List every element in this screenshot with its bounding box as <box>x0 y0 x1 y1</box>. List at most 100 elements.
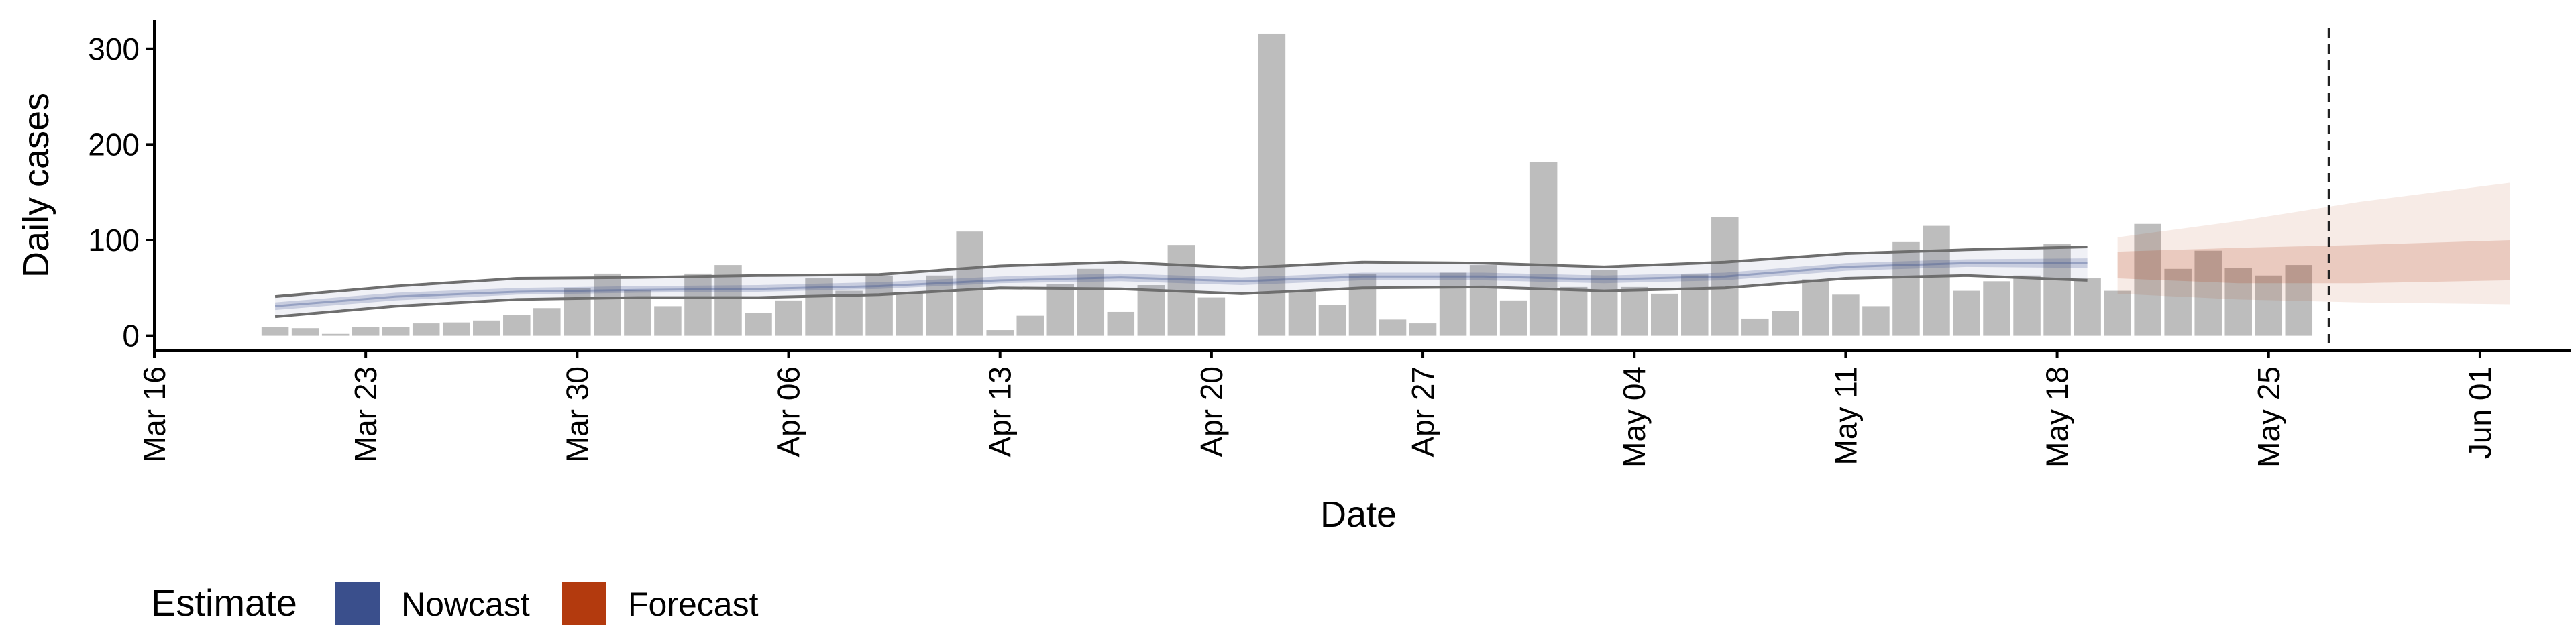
case-bar <box>1953 290 1980 336</box>
x-tick-label: Apr 20 <box>1194 366 1229 458</box>
legend-title: Estimate <box>151 582 297 624</box>
nowcast-inner-band <box>275 258 2088 311</box>
legend-label-nowcast: Nowcast <box>401 586 530 623</box>
x-tick-label: Mar 23 <box>348 366 383 462</box>
legend-label-forecast: Forecast <box>628 586 759 623</box>
case-bar <box>1772 311 1799 336</box>
legend-swatch-nowcast <box>335 582 380 625</box>
case-bar <box>1620 286 1648 336</box>
y-tick-label: 200 <box>88 127 140 162</box>
x-tick-label: Apr 27 <box>1405 366 1440 458</box>
x-tick-label: Mar 16 <box>137 366 172 462</box>
x-tick-label: May 25 <box>2251 366 2286 468</box>
case-bar <box>1681 274 1709 336</box>
case-bar <box>1560 286 1588 336</box>
x-axis-title: Date <box>1320 494 1397 535</box>
case-bar <box>1741 318 1769 336</box>
case-bar <box>775 300 802 336</box>
case-bar <box>1348 273 1377 336</box>
y-tick-label: 300 <box>88 32 140 66</box>
case-bar <box>2255 275 2283 336</box>
case-bar <box>1802 279 1829 336</box>
case-bar <box>1318 305 1346 336</box>
case-bar <box>1258 33 1286 336</box>
case-bar <box>1197 297 1226 336</box>
case-bar <box>533 308 561 336</box>
case-bar <box>684 273 712 336</box>
case-bar <box>594 273 621 336</box>
case-bar <box>1288 292 1316 336</box>
case-bar <box>805 278 833 336</box>
case-bar <box>2164 268 2192 336</box>
case-bar <box>1379 319 1407 336</box>
case-bar <box>1832 294 1860 336</box>
case-bar <box>352 327 380 336</box>
case-bar <box>1983 281 2010 336</box>
case-bar <box>1499 300 1527 336</box>
x-ticks: Mar 16 Mar 23 Mar 30 Apr 06 Apr 13 Apr 20 Apr … <box>137 350 2498 468</box>
case-bar <box>1077 268 1105 336</box>
case-bar <box>261 327 289 336</box>
case-bar <box>2013 275 2041 336</box>
case-bar <box>1923 225 1950 336</box>
nowcast-upper-bound-line <box>274 246 2088 299</box>
case-bar <box>321 333 350 336</box>
y-axis-title: Daily cases <box>16 93 56 278</box>
case-bar <box>926 275 953 336</box>
case-bar <box>2104 290 2131 336</box>
case-bar <box>2043 244 2071 336</box>
case-bar <box>986 330 1014 336</box>
case-bar <box>473 320 500 336</box>
case-bar <box>896 292 923 336</box>
plot-area <box>261 33 2510 336</box>
case-bar <box>412 323 440 336</box>
y-ticks: 0 100 200 300 <box>88 32 154 354</box>
x-tick-label: May 04 <box>1617 366 1652 468</box>
case-bar <box>956 231 983 336</box>
case-bar <box>1439 272 1467 336</box>
case-bar <box>654 306 682 336</box>
legend-swatch-forecast <box>562 582 606 625</box>
case-bar <box>865 275 893 336</box>
case-bar <box>1892 241 1920 336</box>
case-bar <box>1529 162 1558 336</box>
case-bar <box>2224 268 2252 336</box>
case-bar <box>2194 250 2222 336</box>
case-bar <box>2134 223 2161 336</box>
x-tick-label: Apr 13 <box>983 366 1018 458</box>
case-bar <box>291 328 319 336</box>
case-bar <box>1046 284 1075 336</box>
case-bar <box>2074 278 2101 336</box>
case-bar <box>1137 285 1165 336</box>
case-bar <box>1862 306 1890 336</box>
x-tick-label: Mar 30 <box>559 366 594 462</box>
case-bar <box>382 327 410 336</box>
case-bar <box>1107 311 1135 336</box>
case-bar <box>835 290 863 336</box>
nowcast-lower-bound-line <box>274 274 2088 319</box>
case-bar <box>1016 315 1044 336</box>
case-bar <box>442 322 470 336</box>
case-bar <box>1650 293 1678 336</box>
case-bar <box>1409 323 1437 336</box>
nowcast-median-line <box>274 262 2088 307</box>
case-bar <box>2285 265 2313 336</box>
y-tick-label: 100 <box>88 223 140 258</box>
case-bar <box>1711 217 1739 336</box>
axes: 0 100 200 300 Mar 16 Mar 23 Mar 30 Apr 06 Apr 1… <box>88 20 2571 468</box>
x-tick-label: Apr 06 <box>771 366 806 458</box>
forecast-outer-band <box>2117 182 2510 305</box>
case-bar <box>564 288 591 336</box>
x-tick-label: May 11 <box>1828 366 1863 465</box>
x-tick-label: Jun 01 <box>2463 366 2498 459</box>
case-bar <box>745 313 772 336</box>
case-bar <box>1469 265 1497 336</box>
y-tick-label: 0 <box>122 319 140 354</box>
case-bar <box>503 315 531 336</box>
x-tick-label: May 18 <box>2040 366 2075 468</box>
nowcast-outer-band <box>275 247 2088 317</box>
forecast-inner-band <box>2117 240 2510 284</box>
legend: Estimate Nowcast Forecast <box>151 582 759 625</box>
case-bar <box>1590 270 1618 336</box>
